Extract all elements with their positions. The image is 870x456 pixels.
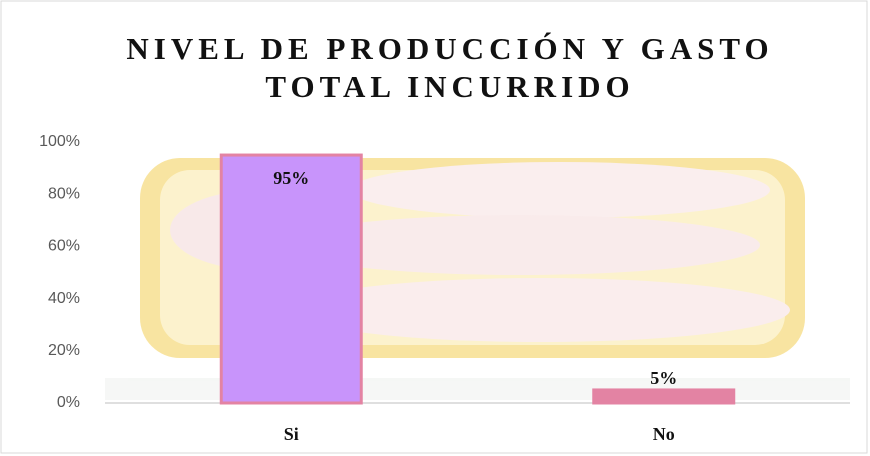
y-tick-label: 20% (48, 342, 80, 359)
bar (219, 153, 363, 405)
chart-title: NIVEL DE PRODUCCIÓN Y GASTO (126, 31, 773, 66)
data-label: 95% (273, 168, 309, 188)
chart-title: TOTAL INCURRIDO (265, 69, 634, 104)
y-tick-label: 0% (57, 394, 80, 411)
data-label: 5% (650, 368, 677, 388)
x-tick-label: No (653, 424, 675, 444)
y-tick-label: 60% (48, 238, 80, 255)
x-tick-label: Si (284, 424, 299, 444)
y-tick-label: 100% (39, 133, 80, 150)
y-tick-label: 80% (48, 185, 80, 202)
y-tick-label: 40% (48, 290, 80, 307)
bar (592, 388, 736, 405)
